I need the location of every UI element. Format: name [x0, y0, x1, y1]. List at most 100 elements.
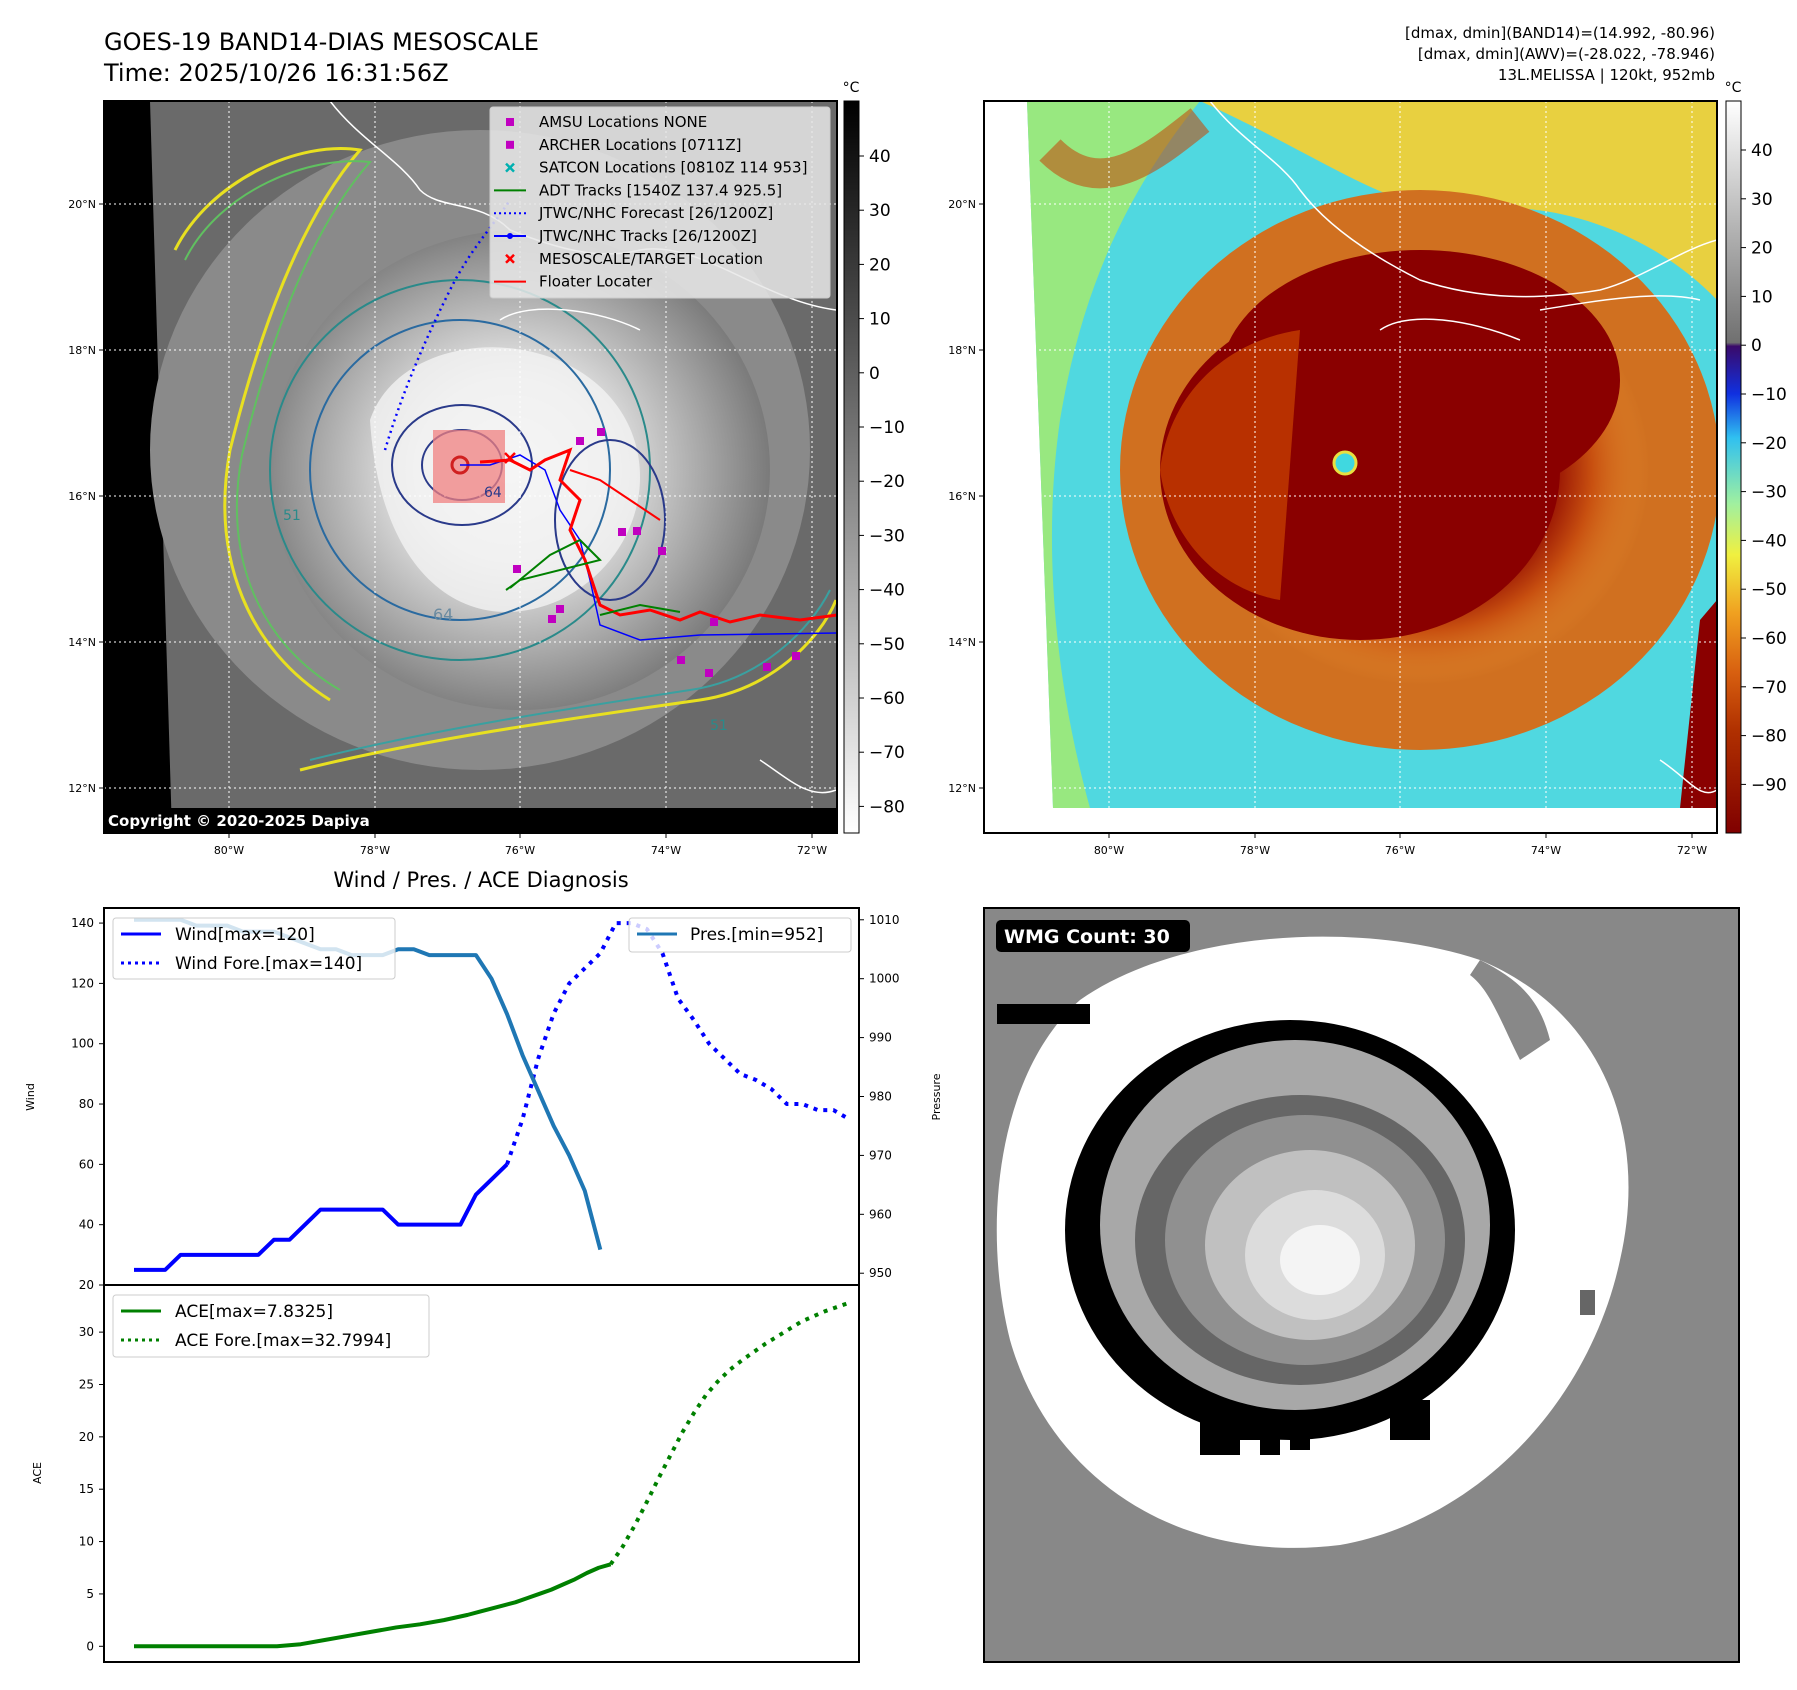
y-tick: 20: [79, 1430, 94, 1444]
pressure-axis-label: Pressure: [930, 1073, 943, 1120]
lat-tick: 18°N: [948, 344, 976, 357]
legend-label: JTWC/NHC Forecast [26/1200Z]: [538, 204, 773, 222]
y-tick: 25: [79, 1377, 94, 1391]
info-line1: [dmax, dmin](BAND14)=(14.992, -80.96): [1405, 24, 1715, 42]
wmg-count: WMG Count: 30: [1004, 926, 1170, 948]
colorbar-tick: −30: [1751, 483, 1787, 503]
legend-label: JTWC/NHC Tracks [26/1200Z]: [538, 227, 757, 245]
legend-label: ARCHER Locations [0711Z]: [539, 136, 742, 154]
ir-colorbar: °C 40 30 20 10 0 −10 −20 −30 −40 −50 −60 −70 −80: [843, 80, 905, 834]
ace-axis-label: ACE: [31, 1462, 44, 1484]
contour-label: 51: [283, 508, 301, 524]
colorbar-tick: −90: [1751, 775, 1787, 795]
copyright: Copyright © 2020-2025 Dapiya: [108, 812, 370, 830]
colorbar-tick: −30: [869, 526, 905, 546]
diagnosis-title: Wind / Pres. / ACE Diagnosis: [333, 868, 628, 892]
lon-tick: 72°W: [1677, 844, 1707, 857]
legend-item: JTWC/NHC Tracks [26/1200Z]: [494, 227, 757, 245]
lat-tick: 20°N: [948, 198, 976, 211]
legend-wind-fore: Wind Fore.[max=140]: [175, 954, 362, 974]
y-tick: 0: [86, 1639, 94, 1653]
legend-item: ADT Tracks [1540Z 137.4 925.5]: [494, 181, 782, 199]
legend-label: MESOSCALE/TARGET Location: [539, 250, 763, 268]
series-line: [134, 1162, 509, 1272]
legend-label: AMSU Locations NONE: [539, 113, 707, 131]
colorbar-tick: 40: [869, 147, 891, 167]
legend-label: Floater Locater: [539, 273, 653, 291]
colorbar-tick: 20: [1751, 239, 1773, 259]
y-tick: 5: [86, 1587, 94, 1601]
colorbar-tick: −20: [869, 472, 905, 492]
legend-item: MESOSCALE/TARGET Location: [505, 250, 763, 268]
lat-tick: 20°N: [68, 198, 96, 211]
colorbar-tick: −40: [869, 581, 905, 601]
lon-tick: 78°W: [1240, 844, 1270, 857]
y-tick: 40: [79, 1218, 94, 1232]
y-tick: 120: [71, 976, 94, 990]
y-tick: 30: [79, 1325, 94, 1339]
lon-tick: 76°W: [505, 844, 535, 857]
lon-tick: 72°W: [797, 844, 827, 857]
y-tick-right: 990: [869, 1031, 892, 1045]
info-line2: [dmax, dmin](AWV)=(-28.022, -78.946): [1418, 45, 1715, 63]
lat-tick: 14°N: [948, 636, 976, 649]
ace-legend: ACE[max=7.8325] ACE Fore.[max=32.7994]: [112, 1294, 430, 1358]
lat-tick: 18°N: [68, 344, 96, 357]
legend-ace: ACE[max=7.8325]: [175, 1302, 333, 1322]
legend-item: SATCON Locations [0810Z 114 953]: [505, 159, 807, 177]
title-line2: Time: 2025/10/26 16:31:56Z: [103, 59, 449, 87]
y-tick: 140: [71, 916, 94, 930]
y-tick: 80: [79, 1097, 94, 1111]
map-axis-ticks: 20°N 20°N 18°N 18°N 16°N 16°N 14°N 14°N 12°N 12°N…: [68, 198, 1707, 857]
colorbar-tick: 30: [869, 201, 891, 221]
colorbar-unit: °C: [843, 80, 860, 96]
lat-tick: 16°N: [948, 490, 976, 503]
series-line: [134, 1562, 612, 1649]
colorbar-unit: °C: [1725, 80, 1742, 96]
colorbar-tick: −80: [1751, 727, 1787, 747]
legend-item: Floater Locater: [494, 273, 653, 291]
colorbar-tick: −10: [1751, 385, 1787, 405]
colorbar-tick: −60: [1751, 629, 1787, 649]
y-tick: 10: [79, 1535, 94, 1549]
y-tick-right: 970: [869, 1148, 892, 1162]
colorbar-tick: −60: [869, 689, 905, 709]
map-legend: AMSU Locations NONE ARCHER Locations [071…: [489, 106, 831, 299]
wmg-badge: [996, 920, 1190, 952]
title-line1: GOES-19 BAND14-DIAS MESOSCALE: [104, 28, 539, 56]
legend-item: JTWC/NHC Forecast [26/1200Z]: [494, 204, 773, 222]
colorbar-tick: 20: [869, 255, 891, 275]
lat-tick: 12°N: [68, 782, 96, 795]
wind-legend: Wind[max=120] Wind Fore.[max=140] Pres.[…: [112, 917, 852, 980]
contour-label: 51: [710, 718, 728, 734]
colorbar-tick: 0: [1751, 336, 1762, 356]
lon-tick: 74°W: [1531, 844, 1561, 857]
lon-tick: 78°W: [360, 844, 390, 857]
awv-map: [984, 101, 1717, 833]
lon-tick: 80°W: [214, 844, 244, 857]
y-tick: 20: [79, 1278, 94, 1292]
y-tick-right: 1000: [869, 972, 900, 986]
colorbar-tick: −50: [869, 635, 905, 655]
legend-item: AMSU Locations NONE: [506, 113, 707, 131]
colorbar-tick: 10: [1751, 287, 1773, 307]
colorbar-tick: −50: [1751, 580, 1787, 600]
legend-label: ADT Tracks [1540Z 137.4 925.5]: [539, 181, 782, 199]
y-tick-right: 980: [869, 1090, 892, 1104]
y-tick-right: 960: [869, 1207, 892, 1221]
info-line3: 13L.MELISSA | 120kt, 952mb: [1498, 66, 1715, 84]
legend-ace-fore: ACE Fore.[max=32.7994]: [175, 1331, 391, 1351]
legend-wind: Wind[max=120]: [175, 925, 315, 945]
lat-tick: 12°N: [948, 782, 976, 795]
colorbar-tick: −80: [869, 797, 905, 817]
y-tick: 15: [79, 1482, 94, 1496]
colorbar-tick: 40: [1751, 141, 1773, 161]
lat-tick: 14°N: [68, 636, 96, 649]
series-line: [505, 921, 851, 1166]
y-tick-right: 950: [869, 1266, 892, 1280]
y-tick: 60: [79, 1157, 94, 1171]
contour-label: 64: [484, 485, 502, 501]
legend-label: SATCON Locations [0810Z 114 953]: [539, 159, 807, 177]
awv-colorbar: °C 40 30 20 10 0 −10 −20 −30 −40 −50 −60 −70 −80 −90: [1725, 80, 1787, 834]
